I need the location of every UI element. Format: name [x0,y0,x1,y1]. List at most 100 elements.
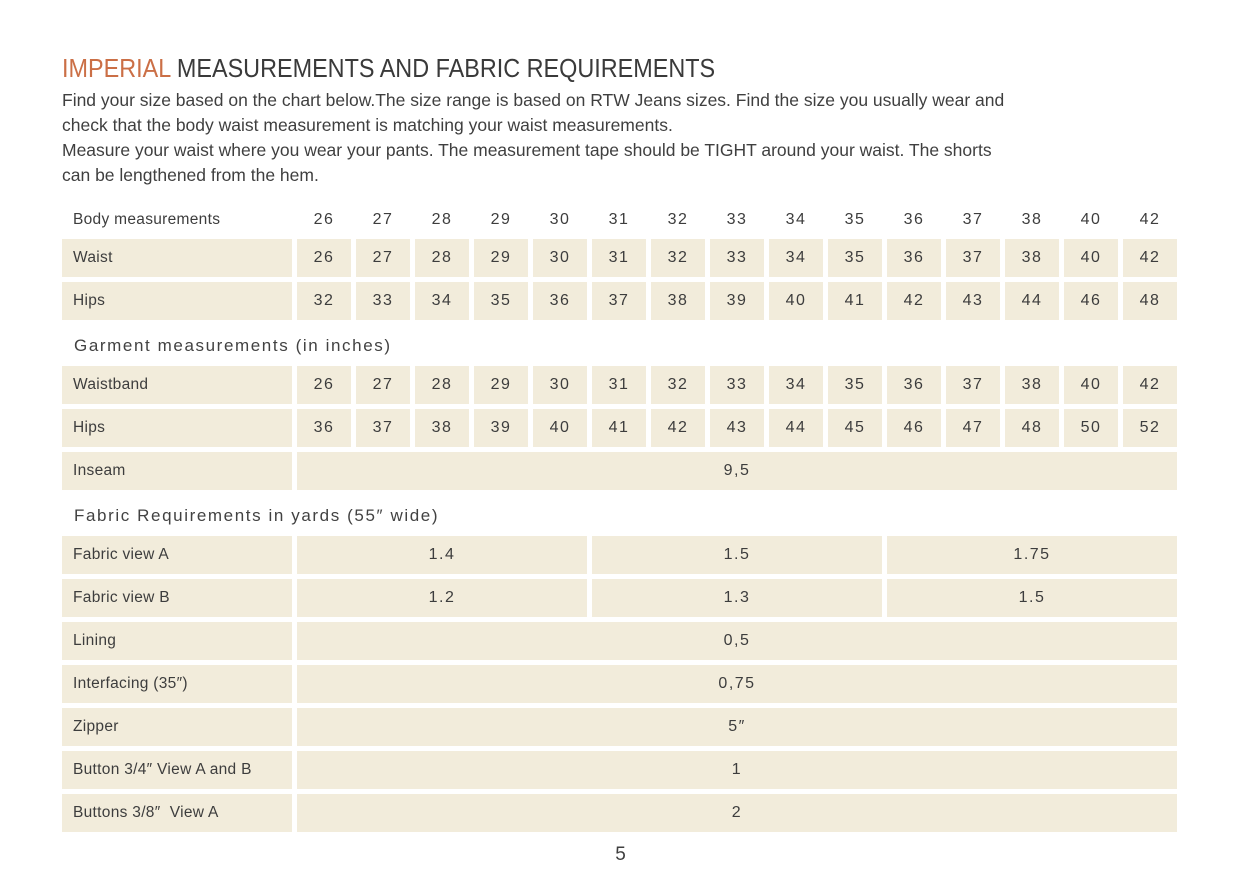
measurement-cell: 42 [887,282,941,320]
fabric-requirements-table: Fabric view A 1.4 1.5 1.75 Fabric view B 1.2 1… [62,536,1177,832]
measurement-cell: 33 [710,366,764,404]
row-label: Fabric view B [62,579,292,617]
row-label: Fabric view A [62,536,292,574]
page-number: 5 [615,844,626,865]
measurement-cell: 42 [1123,239,1177,277]
page-title-rest: MEASUREMENTS AND FABRIC REQUIREMENTS [170,53,716,83]
measurement-cell: 31 [592,239,646,277]
size-header-cell: 36 [903,211,925,228]
size-header-cell: 32 [667,211,689,228]
measurement-cell: 37 [946,366,1000,404]
measurement-cell: 39 [474,409,528,447]
measurement-cell: 45 [828,409,882,447]
intro-line: can be lengthened from the hem. [62,165,319,185]
fabric-amount-cell: 1 [297,751,1177,789]
measurement-cell: 40 [1064,239,1118,277]
measurement-cell: 38 [1005,366,1059,404]
measurement-cell: 26 [297,366,351,404]
measurement-cell: 40 [533,409,587,447]
measurement-cell: 44 [769,409,823,447]
measurement-cell: 52 [1123,409,1177,447]
measurement-cell: 36 [887,366,941,404]
measurement-cell: 44 [1005,282,1059,320]
measurement-cell: 9,5 [297,452,1177,490]
measurement-cell: 48 [1123,282,1177,320]
fabric-amount-cell: 1.5 [592,536,882,574]
measurement-cell: 32 [651,239,705,277]
size-header-cell: 30 [549,211,571,228]
row-label: Button 3/4″ View A and B [62,751,292,789]
measurement-cell: 32 [651,366,705,404]
fabric-requirements-heading: Fabric Requirements in yards (55″ wide) [74,506,440,525]
measurement-cell: 29 [474,239,528,277]
fabric-amount-cell: 1.75 [887,536,1177,574]
size-header-cell: 34 [785,211,807,228]
measurement-cell: 30 [533,366,587,404]
measurement-cell: 41 [828,282,882,320]
measurement-cell: 47 [946,409,1000,447]
size-header-cell: 29 [490,211,512,228]
measurement-cell: 50 [1064,409,1118,447]
measurement-cell: 31 [592,366,646,404]
row-label: Buttons 3/8″ View A [62,794,292,832]
measurement-cell: 35 [828,366,882,404]
size-header-cell: 37 [962,211,984,228]
measurement-cell: 36 [887,239,941,277]
measurement-cell: 38 [651,282,705,320]
size-header-cell: 40 [1080,211,1102,228]
garment-measurements-table: Waistband 26 27 28 29 30 31 32 33 34 35 36 37 38 40 42 H… [62,366,1177,490]
measurement-cell: 27 [356,366,410,404]
size-header-cell: 31 [608,211,630,228]
measurement-cell: 38 [1005,239,1059,277]
size-header-cell: 38 [1021,211,1043,228]
fabric-amount-cell: 5″ [297,708,1177,746]
row-label: Inseam [62,452,292,490]
intro-line: Find your size based on the chart below.… [62,90,1005,110]
fabric-amount-cell: 1.4 [297,536,587,574]
measurement-cell: 37 [356,409,410,447]
measurement-cell: 43 [710,409,764,447]
measurement-cell: 29 [474,366,528,404]
size-header-cell: 33 [726,211,748,228]
measurement-cell: 42 [651,409,705,447]
intro-line: Measure your waist where you wear your p… [62,140,992,160]
size-header-cell: 26 [313,211,335,228]
fabric-amount-cell: 1.5 [887,579,1177,617]
row-label: Zipper [62,708,292,746]
body-measurements-table: Body measurements 26 27 28 29 30 31 32 33 34 35 36 3… [62,206,1177,320]
measurement-cell: 32 [297,282,351,320]
measurement-cell: 46 [887,409,941,447]
measurement-cell: 34 [415,282,469,320]
page-title: IMPERIAL MEASUREMENTS AND FABRIC REQUIRE… [62,54,1068,82]
row-label: Waist [62,239,292,277]
measurement-cell: 26 [297,239,351,277]
measurement-cell: 40 [769,282,823,320]
measurement-cell: 35 [828,239,882,277]
page-title-accent: IMPERIAL [62,53,171,83]
measurement-cell: 33 [710,239,764,277]
intro-line: check that the body waist measurement is… [62,115,673,135]
measurement-cell: 39 [710,282,764,320]
fabric-amount-cell: 0,5 [297,622,1177,660]
measurement-cell: 37 [946,239,1000,277]
row-label: Lining [62,622,292,660]
row-label: Waistband [62,366,292,404]
size-header-cell: 28 [431,211,453,228]
measurement-cell: 28 [415,366,469,404]
row-label: Interfacing (35″) [62,665,292,703]
measurement-cell: 33 [356,282,410,320]
measurement-cell: 34 [769,239,823,277]
measurement-cell: 37 [592,282,646,320]
measurement-cell: 42 [1123,366,1177,404]
measurement-cell: 28 [415,239,469,277]
fabric-amount-cell: 1.2 [297,579,587,617]
measurement-cell: 35 [474,282,528,320]
fabric-amount-cell: 1.3 [592,579,882,617]
measurement-cell: 27 [356,239,410,277]
size-header-cell: 27 [372,211,394,228]
size-header-cell: 35 [844,211,866,228]
size-header-cell: 42 [1139,211,1161,228]
measurement-cell: 34 [769,366,823,404]
measurement-cell: 43 [946,282,1000,320]
